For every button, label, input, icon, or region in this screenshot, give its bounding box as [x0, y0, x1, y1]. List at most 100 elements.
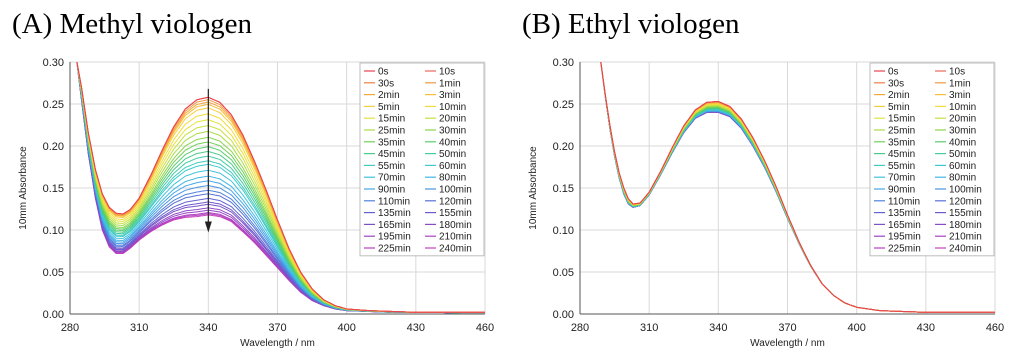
legend-label: 110min	[378, 196, 410, 207]
legend-label: 100min	[949, 185, 982, 196]
legend-label: 40min	[949, 137, 976, 148]
x-tick-label: 310	[640, 322, 658, 334]
legend-label: 55min	[888, 161, 915, 172]
x-tick-label: 280	[571, 322, 589, 334]
legend-label: 155min	[439, 208, 472, 219]
legend-label: 1min	[439, 78, 461, 89]
legend-label: 165min	[378, 220, 411, 231]
legend-label: 10s	[949, 67, 965, 78]
legend-label: 10min	[439, 102, 466, 113]
legend-label: 90min	[888, 185, 915, 196]
legend-label: 30s	[888, 78, 904, 89]
legend-label: 135min	[378, 208, 411, 219]
legend-label: 210min	[439, 232, 472, 243]
legend-label: 15min	[378, 114, 405, 125]
legend-label: 45min	[888, 149, 915, 160]
y-tick-label: 0.00	[553, 309, 574, 321]
y-tick-label: 0.20	[43, 141, 64, 153]
legend-label: 180min	[439, 220, 472, 231]
y-tick-label: 0.10	[553, 225, 574, 237]
y-tick-label: 0.15	[43, 183, 64, 195]
legend-label: 120min	[439, 196, 472, 207]
series-line-0s	[600, 62, 995, 313]
legend-label: 155min	[949, 208, 982, 219]
y-tick-label: 0.00	[43, 309, 64, 321]
x-tick-label: 400	[847, 322, 865, 334]
series-group	[600, 62, 995, 313]
y-tick-label: 0.05	[553, 267, 574, 279]
x-tick-label: 370	[268, 322, 286, 334]
x-tick-label: 340	[199, 322, 217, 334]
y-tick-label: 0.30	[43, 57, 64, 69]
y-tick-label: 0.20	[553, 141, 574, 153]
legend-label: 60min	[949, 161, 976, 172]
legend-box	[359, 62, 485, 257]
legend-label: 0s	[378, 67, 389, 78]
legend-label: 20min	[439, 114, 466, 125]
x-tick-label: 370	[778, 322, 796, 334]
legend-label: 20min	[949, 114, 976, 125]
legend-label: 3min	[949, 90, 971, 101]
legend-label: 195min	[378, 232, 411, 243]
legend-label: 25min	[888, 126, 915, 137]
absorbance-chart-ethyl-viologen: 0.00 0.05 0.10 0.15 0.20 0.25 0.30 280 310 340 370…	[528, 57, 1004, 349]
legend-label: 30s	[378, 78, 394, 89]
series-group	[76, 62, 485, 314]
y-tick-label: 0.30	[553, 57, 574, 69]
legend-box	[869, 62, 995, 257]
legend-label: 240min	[949, 244, 982, 255]
legend-label: 240min	[439, 244, 472, 255]
legend-label: 210min	[949, 232, 982, 243]
x-tick-label: 460	[986, 322, 1004, 334]
legend-label: 225min	[888, 244, 921, 255]
y-tick-label: 0.25	[553, 99, 574, 111]
x-axis-label: Wavelength / nm	[240, 338, 315, 349]
legend-label: 70min	[888, 173, 915, 184]
y-tick-label: 0.10	[43, 225, 64, 237]
legend-label: 100min	[439, 185, 472, 196]
legend-label: 50min	[949, 149, 976, 160]
y-axis-label: 10mm Absorbance	[528, 146, 539, 230]
legend-label: 0s	[888, 67, 899, 78]
legend-label: 165min	[888, 220, 921, 231]
x-tick-label: 400	[337, 322, 355, 334]
legend-label: 5min	[888, 102, 910, 113]
legend-label: 2min	[378, 90, 400, 101]
x-axis-label: Wavelength / nm	[750, 338, 825, 349]
y-axis-label: 10mm Absorbance	[18, 146, 29, 230]
trend-arrow-head	[204, 221, 212, 233]
legend-label: 30min	[439, 126, 466, 137]
legend-label: 80min	[439, 173, 466, 184]
legend-label: 30min	[949, 126, 976, 137]
legend-label: 120min	[949, 196, 982, 207]
y-tick-label: 0.05	[43, 267, 64, 279]
legend-label: 225min	[378, 244, 411, 255]
absorbance-chart-methyl-viologen: 0.00 0.05 0.10 0.15 0.20 0.25 0.30 280 310 340 370…	[18, 57, 494, 349]
legend-label: 135min	[888, 208, 921, 219]
legend-label: 1min	[949, 78, 971, 89]
legend-label: 10min	[949, 102, 976, 113]
y-tick-label: 0.25	[43, 99, 64, 111]
legend-label: 60min	[439, 161, 466, 172]
y-tick-label: 0.15	[553, 183, 574, 195]
x-tick-label: 310	[130, 322, 148, 334]
legend-label: 55min	[378, 161, 405, 172]
series-line-0s	[76, 62, 485, 313]
legend-label: 70min	[378, 173, 405, 184]
legend-label: 35min	[888, 137, 915, 148]
legend-label: 2min	[888, 90, 910, 101]
legend-label: 180min	[949, 220, 982, 231]
legend-label: 15min	[888, 114, 915, 125]
legend-label: 90min	[378, 185, 405, 196]
legend-label: 45min	[378, 149, 405, 160]
legend-label: 25min	[378, 126, 405, 137]
x-tick-label: 460	[476, 322, 494, 334]
legend-label: 5min	[378, 102, 400, 113]
x-tick-label: 280	[61, 322, 79, 334]
legend-label: 10s	[439, 67, 455, 78]
chart-title-ethyl-viologen: (B) Ethyl viologen	[522, 8, 740, 40]
x-tick-label: 430	[407, 322, 425, 334]
chart-title-methyl-viologen: (A) Methyl viologen	[12, 8, 253, 40]
legend-label: 80min	[949, 173, 976, 184]
legend-label: 50min	[439, 149, 466, 160]
